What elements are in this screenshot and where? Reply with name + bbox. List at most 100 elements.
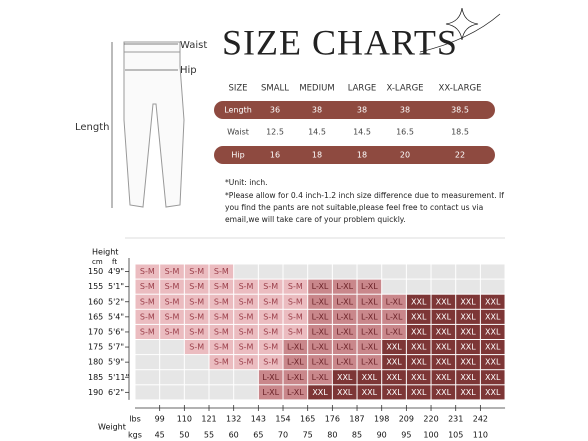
lbs-value: 220 bbox=[423, 415, 438, 424]
grid-cell bbox=[234, 294, 258, 309]
grid-cell bbox=[160, 309, 184, 324]
size-label: S-M bbox=[214, 327, 229, 336]
grid-cell bbox=[456, 324, 480, 339]
ft-value: 5'11" bbox=[108, 373, 129, 382]
table-cell: 38 bbox=[312, 106, 322, 115]
grid-cell bbox=[160, 264, 184, 279]
size-label: L-XL bbox=[336, 282, 353, 291]
grid-cell bbox=[234, 355, 258, 370]
size-label: L-XL bbox=[287, 388, 304, 397]
size-label: L-XL bbox=[312, 282, 329, 291]
grid-cell bbox=[456, 294, 480, 309]
grid-cell bbox=[160, 355, 184, 370]
grid-cell bbox=[160, 324, 184, 339]
grid-cell bbox=[357, 264, 382, 279]
size-label: S-M bbox=[214, 297, 229, 306]
grid-cell bbox=[135, 370, 160, 385]
size-label: S-M bbox=[239, 297, 254, 306]
size-label: L-XL bbox=[312, 358, 329, 367]
size-label: S-M bbox=[263, 358, 278, 367]
size-label: L-XL bbox=[262, 373, 279, 382]
size-label: S-M bbox=[214, 282, 229, 291]
size-label: L-XL bbox=[336, 358, 353, 367]
size-label: S-M bbox=[165, 297, 180, 306]
size-label: XXL bbox=[485, 343, 501, 352]
size-label: L-XL bbox=[361, 312, 378, 321]
lbs-value: 165 bbox=[300, 415, 315, 424]
size-label: S-M bbox=[214, 343, 229, 352]
size-label: L-XL bbox=[312, 297, 329, 306]
table-cell: 18 bbox=[357, 151, 367, 160]
size-label: S-M bbox=[263, 297, 278, 306]
cm-value: 190 bbox=[88, 388, 103, 397]
size-label: XXL bbox=[485, 312, 501, 321]
lbs-value: 154 bbox=[275, 415, 290, 424]
table-cell: Length bbox=[224, 106, 252, 115]
hip-label: Hip bbox=[180, 65, 197, 76]
grid-cell bbox=[308, 385, 332, 400]
grid-cell bbox=[308, 340, 332, 355]
cm-value: 185 bbox=[88, 373, 103, 382]
grid-cell bbox=[456, 370, 480, 385]
grid-cell bbox=[406, 264, 431, 279]
grid-cell bbox=[406, 385, 431, 400]
size-label: XXL bbox=[411, 343, 427, 352]
grid-cell bbox=[382, 309, 406, 324]
grid-cell bbox=[480, 294, 505, 309]
grid-cell bbox=[382, 324, 406, 339]
grid-cell bbox=[184, 264, 209, 279]
size-label: L-XL bbox=[336, 312, 353, 321]
grid-cell bbox=[209, 355, 234, 370]
size-label: XXL bbox=[411, 327, 427, 336]
size-label: XXL bbox=[362, 388, 378, 397]
lbs-value: 132 bbox=[226, 415, 241, 424]
size-label: L-XL bbox=[312, 312, 329, 321]
size-label: XXL bbox=[386, 373, 402, 382]
table-cell: 16 bbox=[270, 151, 280, 160]
sparkle bbox=[419, 7, 501, 53]
grid-cell bbox=[184, 309, 209, 324]
size-label: L-XL bbox=[386, 312, 403, 321]
grid-cell bbox=[283, 370, 308, 385]
grid-cell bbox=[382, 370, 406, 385]
grid-cell bbox=[332, 294, 357, 309]
grid-cell bbox=[480, 355, 505, 370]
column-header: XX-LARGE bbox=[439, 84, 482, 94]
grid-cell bbox=[258, 370, 283, 385]
size-label: S-M bbox=[288, 297, 303, 306]
grid-cell bbox=[160, 294, 184, 309]
table-cell: 38.5 bbox=[451, 106, 469, 115]
size-label: S-M bbox=[263, 343, 278, 352]
size-label: L-XL bbox=[262, 388, 279, 397]
grid-cell bbox=[431, 340, 456, 355]
size-label: XXL bbox=[362, 373, 378, 382]
size-label: S-M bbox=[140, 297, 155, 306]
size-label: S-M bbox=[165, 312, 180, 321]
grid-cell bbox=[135, 279, 160, 294]
grid-cell bbox=[357, 279, 382, 294]
size-label: S-M bbox=[189, 343, 204, 352]
height-title: Height bbox=[92, 248, 118, 257]
ft-value: 5'4" bbox=[108, 312, 124, 321]
size-label: L-XL bbox=[312, 373, 329, 382]
grid-cell bbox=[283, 324, 308, 339]
grid-cell bbox=[135, 324, 160, 339]
grid-cell bbox=[135, 264, 160, 279]
ft-value: 5'1" bbox=[108, 282, 124, 291]
lbs-value: 176 bbox=[325, 415, 340, 424]
size-label: L-XL bbox=[361, 282, 378, 291]
row-pill bbox=[214, 101, 495, 119]
size-label: XXL bbox=[436, 343, 452, 352]
size-label: S-M bbox=[140, 327, 155, 336]
grid-cell bbox=[160, 279, 184, 294]
table-cell: 18 bbox=[312, 151, 322, 160]
size-label: S-M bbox=[140, 267, 155, 276]
grid-cell bbox=[160, 370, 184, 385]
grid-cell bbox=[456, 385, 480, 400]
grid-cell bbox=[308, 309, 332, 324]
grid-cell bbox=[184, 279, 209, 294]
kgs-value: 75 bbox=[303, 431, 313, 440]
size-label: L-XL bbox=[287, 343, 304, 352]
size-label: XXL bbox=[386, 343, 402, 352]
